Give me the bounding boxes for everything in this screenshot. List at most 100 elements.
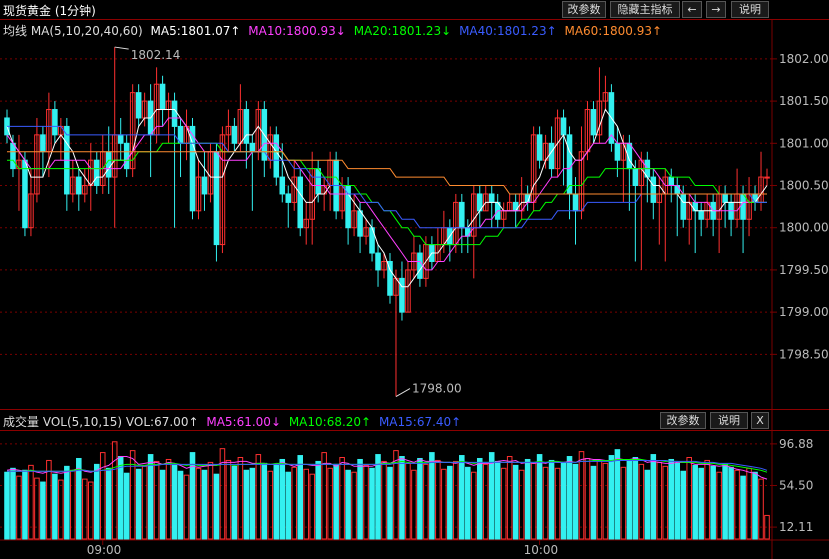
- volume-bar: [213, 473, 220, 540]
- volume-bar: [285, 471, 292, 540]
- volume-bar: [195, 467, 202, 540]
- volume-bar: [381, 460, 387, 540]
- volume-bar: [159, 469, 166, 540]
- close-icon[interactable]: X: [751, 412, 769, 429]
- volume-bar: [423, 463, 429, 540]
- candle-body: [417, 252, 423, 279]
- volume-bar: [447, 465, 453, 540]
- volume-bar: [153, 460, 160, 540]
- candle-body: [459, 201, 465, 229]
- candle-body: [219, 134, 226, 246]
- volume-bar: [369, 467, 375, 540]
- volume-bar: [147, 454, 154, 540]
- ma10-legend: MA10:1800.93↓: [248, 24, 346, 38]
- price-tick-label: 1798.50: [779, 347, 829, 361]
- ma60-legend: MA60:1800.93↑: [564, 24, 663, 38]
- volume-bar: [716, 471, 722, 540]
- volume-bar: [405, 462, 411, 540]
- candle-body: [590, 109, 597, 136]
- chart-title: 现货黄金 (1分钟): [3, 4, 96, 18]
- candle-body: [28, 193, 34, 229]
- price-tick-label: 1800.00: [779, 221, 829, 235]
- volume-bar: [141, 465, 148, 540]
- volume-bar: [40, 481, 46, 540]
- chart-header: 现货黄金 (1分钟) 改参数 隐藏主指标 ← → 说明: [0, 0, 829, 20]
- volume-bar: [70, 469, 76, 540]
- volume-bar: [435, 459, 441, 540]
- candle-body: [680, 193, 687, 220]
- volume-bar: [28, 464, 34, 540]
- help-button[interactable]: 说明: [731, 1, 769, 18]
- arrow-left-icon[interactable]: ←: [682, 1, 702, 18]
- candle-body: [405, 269, 411, 313]
- volume-bar: [82, 478, 88, 540]
- volume-bar: [602, 462, 609, 540]
- volume-bar: [758, 478, 764, 540]
- ma20-legend: MA20:1801.23↓: [353, 24, 452, 38]
- candle-body: [231, 125, 238, 144]
- candle-body: [632, 168, 639, 187]
- candle-body: [297, 176, 304, 229]
- candle-body: [225, 125, 232, 136]
- volume-bar: [351, 471, 357, 540]
- vol-ma5-legend: MA5:61.00↓: [206, 415, 281, 429]
- candle-body: [123, 142, 130, 170]
- volume-bar: [255, 454, 262, 540]
- change-params-button[interactable]: 改参数: [562, 1, 606, 18]
- candle-body: [195, 176, 202, 212]
- volume-bar: [620, 466, 627, 540]
- volume-bar: [698, 467, 704, 540]
- volume-bar: [644, 469, 651, 540]
- volume-bar: [105, 467, 112, 540]
- candle-body: [470, 193, 477, 237]
- volume-bar: [58, 479, 64, 540]
- candle-body: [291, 176, 298, 203]
- volume-bar: [291, 466, 298, 540]
- extreme-annotation-line: [395, 388, 411, 397]
- volume-bar: [76, 457, 82, 540]
- volume-bar: [465, 466, 471, 540]
- volume-bar: [518, 469, 525, 540]
- candle-body: [614, 142, 621, 161]
- volume-bar: [339, 457, 345, 540]
- volume-bar: [201, 469, 208, 540]
- ma40-legend: MA40:1801.23↑: [459, 24, 557, 38]
- volume-bar: [16, 475, 22, 540]
- arrow-right-icon[interactable]: →: [706, 1, 726, 18]
- candle-body: [279, 176, 286, 195]
- price-tick-label: 1799.00: [779, 305, 829, 319]
- volume-header: 成交量 VOL(5,10,15) VOL:67.00↑ MA5:61.00↓ M…: [0, 409, 829, 431]
- candle-body: [315, 168, 321, 195]
- candle-body: [381, 260, 387, 271]
- candle-body: [363, 227, 369, 237]
- volume-bar: [231, 465, 238, 540]
- candle-body: [135, 92, 142, 119]
- volume-bar: [123, 472, 130, 540]
- candle-body: [34, 134, 40, 195]
- candle-body: [740, 193, 746, 220]
- candle-body: [512, 201, 519, 212]
- volume-bar: [704, 459, 710, 540]
- volume-bar: [752, 471, 758, 540]
- vol-change-params-button[interactable]: 改参数: [660, 412, 706, 429]
- hide-main-indicator-button[interactable]: 隐藏主指标: [610, 1, 680, 18]
- volume-bar: [237, 457, 244, 540]
- volume-bar: [542, 466, 549, 540]
- candle-body: [189, 125, 196, 212]
- candle-body: [70, 176, 76, 195]
- volume-bar: [129, 450, 136, 540]
- vol-help-button[interactable]: 说明: [710, 412, 748, 429]
- volume-bar: [524, 458, 531, 540]
- volume-bar: [4, 471, 10, 540]
- candle-body: [722, 193, 728, 203]
- candle-body: [752, 193, 758, 203]
- volume-bar: [165, 458, 172, 540]
- volume-bar: [315, 460, 321, 540]
- ma-line-ma60: [7, 151, 767, 195]
- volume-bar: [363, 464, 369, 540]
- candle-body: [82, 185, 88, 195]
- volume-bar: [183, 474, 190, 540]
- volume-bar: [686, 457, 692, 540]
- volume-bar: [273, 464, 280, 540]
